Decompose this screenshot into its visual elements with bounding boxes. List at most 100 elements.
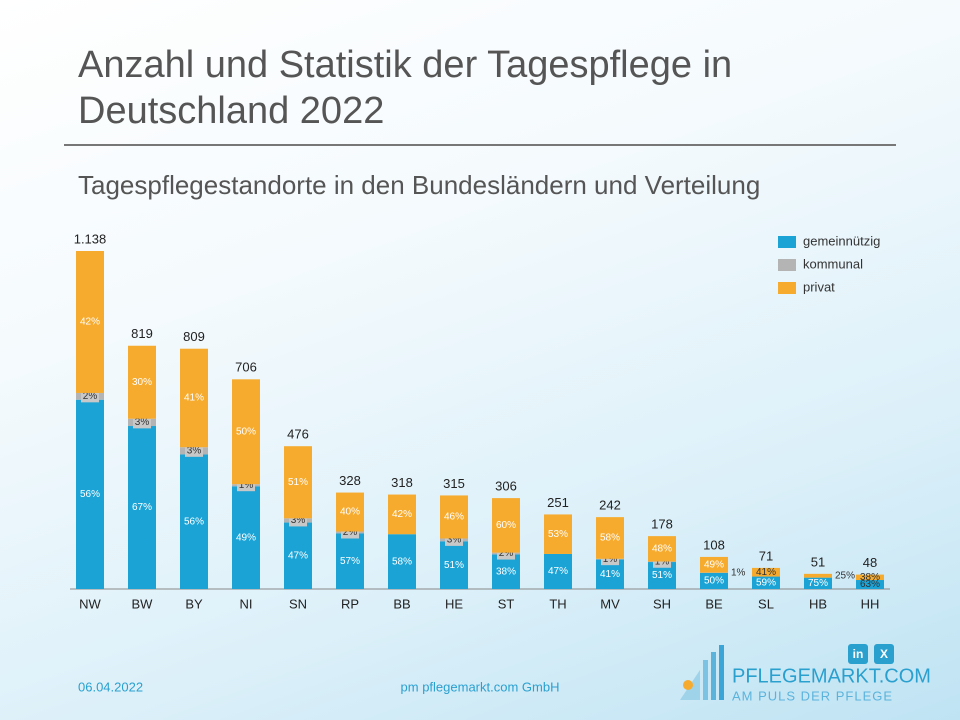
value-label: 58% bbox=[392, 556, 412, 567]
value-label: 42% bbox=[80, 317, 100, 328]
total-label: 178 bbox=[651, 517, 673, 532]
legend-label: kommunal bbox=[803, 256, 863, 271]
x-tick-label: SL bbox=[758, 596, 774, 611]
total-label: 318 bbox=[391, 475, 413, 490]
value-label: 57% bbox=[340, 556, 360, 567]
x-tick-label: SN bbox=[289, 596, 307, 611]
x-tick-label: SH bbox=[653, 596, 671, 611]
bar-segment bbox=[544, 514, 572, 554]
total-label: 242 bbox=[599, 498, 621, 513]
value-label: 51% bbox=[652, 570, 672, 581]
total-label: 306 bbox=[495, 479, 517, 494]
value-label: 49% bbox=[704, 559, 724, 570]
logo-dot bbox=[683, 680, 693, 690]
legend-swatch bbox=[778, 236, 796, 248]
value-label: 51% bbox=[288, 477, 308, 488]
bar-segment bbox=[388, 534, 416, 589]
value-label: 58% bbox=[600, 533, 620, 544]
total-label: 476 bbox=[287, 427, 309, 442]
total-label: 819 bbox=[131, 326, 153, 341]
bar-segment bbox=[856, 580, 884, 589]
legend-label: gemeinnützig bbox=[803, 233, 880, 248]
legend-swatch bbox=[778, 259, 796, 271]
x-tick-label: MV bbox=[600, 596, 620, 611]
value-label: 1% bbox=[655, 556, 670, 567]
slogan: AM PULS DER PFLEGE bbox=[732, 688, 893, 703]
bar-segment bbox=[76, 399, 104, 589]
value-label: 1% bbox=[603, 554, 618, 565]
bar-segment bbox=[284, 446, 312, 519]
value-label: 30% bbox=[132, 377, 152, 388]
bar-segment bbox=[180, 348, 208, 448]
value-label: 50% bbox=[236, 426, 256, 437]
social-label[interactable]: in bbox=[853, 647, 864, 661]
value-label: 75% bbox=[808, 578, 828, 589]
bar-segment bbox=[544, 553, 572, 589]
bar-segment bbox=[752, 567, 780, 577]
x-tick-label: NI bbox=[240, 596, 253, 611]
x-tick-label: BY bbox=[185, 596, 203, 611]
chart-title: Anzahl und Statistik der Tagespflege in … bbox=[78, 44, 733, 132]
x-tick-label: BB bbox=[393, 596, 410, 611]
divider bbox=[64, 144, 896, 146]
value-label: 25% bbox=[835, 570, 855, 581]
value-label: 38% bbox=[860, 572, 880, 583]
bar-segment bbox=[700, 556, 728, 573]
value-label-box bbox=[185, 444, 203, 457]
value-label: 41% bbox=[600, 569, 620, 580]
total-label: 108 bbox=[703, 537, 725, 552]
bar-segment bbox=[128, 426, 156, 589]
social-label[interactable]: X bbox=[880, 647, 888, 661]
logo-bar bbox=[703, 660, 708, 700]
total-label: 48 bbox=[863, 555, 877, 570]
value-label: 63% bbox=[860, 579, 880, 590]
social-icon[interactable] bbox=[848, 644, 868, 664]
value-label: 3% bbox=[291, 515, 306, 526]
bar-segment bbox=[856, 574, 884, 581]
legend-swatch bbox=[778, 282, 796, 294]
x-tick-label: BW bbox=[132, 596, 154, 611]
value-label: 49% bbox=[236, 532, 256, 543]
bar-segment bbox=[232, 379, 260, 485]
social-icon[interactable] bbox=[874, 644, 894, 664]
bar-segment bbox=[648, 536, 676, 562]
bar-segment bbox=[232, 486, 260, 589]
value-label: 47% bbox=[548, 566, 568, 577]
total-label: 251 bbox=[547, 495, 569, 510]
value-label: 41% bbox=[756, 567, 776, 578]
total-label: 51 bbox=[811, 554, 825, 569]
total-label: 315 bbox=[443, 476, 465, 491]
total-label: 706 bbox=[235, 360, 257, 375]
x-tick-label: BE bbox=[705, 596, 723, 611]
x-tick-label: ST bbox=[498, 596, 515, 611]
value-label: 41% bbox=[184, 393, 204, 404]
value-label: 53% bbox=[548, 529, 568, 540]
bar-segment bbox=[440, 541, 468, 589]
brand: PFLEGEMARKT.COM bbox=[732, 665, 931, 687]
total-label: 71 bbox=[759, 548, 773, 563]
source: pm pflegemarkt.com GmbH bbox=[401, 679, 560, 694]
bar-segment bbox=[804, 573, 832, 578]
bar-segment bbox=[180, 454, 208, 589]
value-label: 1% bbox=[731, 567, 746, 578]
bar-segment bbox=[284, 522, 312, 589]
bar-segment bbox=[76, 251, 104, 393]
value-label: 2% bbox=[499, 548, 514, 559]
bar-segment bbox=[336, 533, 364, 589]
value-label: 56% bbox=[80, 489, 100, 500]
chart-subtitle: Tagespflegestandorte in den Bundesländer… bbox=[78, 170, 761, 200]
value-label: 3% bbox=[135, 417, 150, 428]
bar-segment bbox=[388, 494, 416, 535]
logo-bar bbox=[719, 645, 724, 700]
bar-segment bbox=[440, 495, 468, 539]
value-label: 3% bbox=[447, 535, 462, 546]
value-label: 40% bbox=[340, 507, 360, 518]
legend-label: privat bbox=[803, 279, 835, 294]
value-label: 46% bbox=[444, 512, 464, 523]
logo-bar bbox=[711, 652, 716, 700]
x-tick-label: TH bbox=[549, 596, 566, 611]
total-label: 1.138 bbox=[74, 231, 107, 246]
value-label: 2% bbox=[83, 391, 98, 402]
bar-segment bbox=[492, 554, 520, 589]
value-label: 67% bbox=[132, 502, 152, 513]
